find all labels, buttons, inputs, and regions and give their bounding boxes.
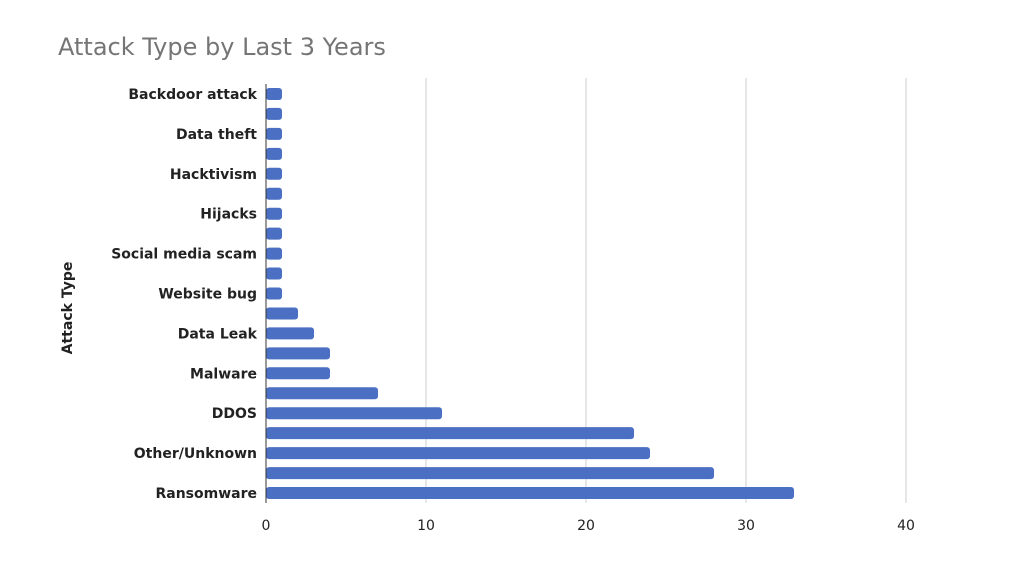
bar <box>266 267 282 280</box>
category-labels: Backdoor attack Data theft Hacktivism Hijac… <box>111 87 257 502</box>
x-tick-label: 30 <box>737 518 755 534</box>
y-axis-title: Attack Type <box>60 262 76 355</box>
x-tick-label: 10 <box>417 518 435 534</box>
x-tick-labels: 0 10 20 30 40 <box>262 518 915 534</box>
category-label: Malware <box>190 366 257 382</box>
chart-title: Attack Type by Last 3 Years <box>58 33 386 61</box>
x-tick-label: 0 <box>262 518 271 534</box>
category-label: Ransomware <box>155 486 257 502</box>
bar <box>266 167 282 180</box>
category-label: Website bug <box>158 287 257 303</box>
category-label: Hijacks <box>200 207 257 223</box>
bar <box>266 287 282 300</box>
x-tick-label: 40 <box>897 518 915 534</box>
bar <box>266 107 282 120</box>
bar <box>266 307 298 320</box>
category-label: Hacktivism <box>170 167 257 183</box>
category-label: Social media scam <box>111 247 257 263</box>
bar <box>266 387 378 400</box>
bar <box>266 407 442 420</box>
bar <box>266 327 314 340</box>
category-label: Other/Unknown <box>134 446 257 462</box>
bar <box>266 227 282 240</box>
bar <box>266 487 794 500</box>
bar <box>266 367 330 380</box>
bar <box>266 447 650 460</box>
x-tick-label: 20 <box>577 518 595 534</box>
bar <box>266 207 282 220</box>
bar <box>266 127 282 140</box>
category-label: Backdoor attack <box>128 87 257 103</box>
bar <box>266 187 282 200</box>
bar <box>266 467 714 480</box>
category-label: Data Leak <box>178 326 258 342</box>
bar <box>266 347 330 360</box>
bars <box>266 87 794 500</box>
bar <box>266 87 282 100</box>
gridlines <box>425 78 907 503</box>
bar <box>266 247 282 260</box>
category-label: Data theft <box>176 127 257 143</box>
bar <box>266 147 282 160</box>
bar <box>266 427 634 440</box>
category-label: DDOS <box>212 406 257 422</box>
